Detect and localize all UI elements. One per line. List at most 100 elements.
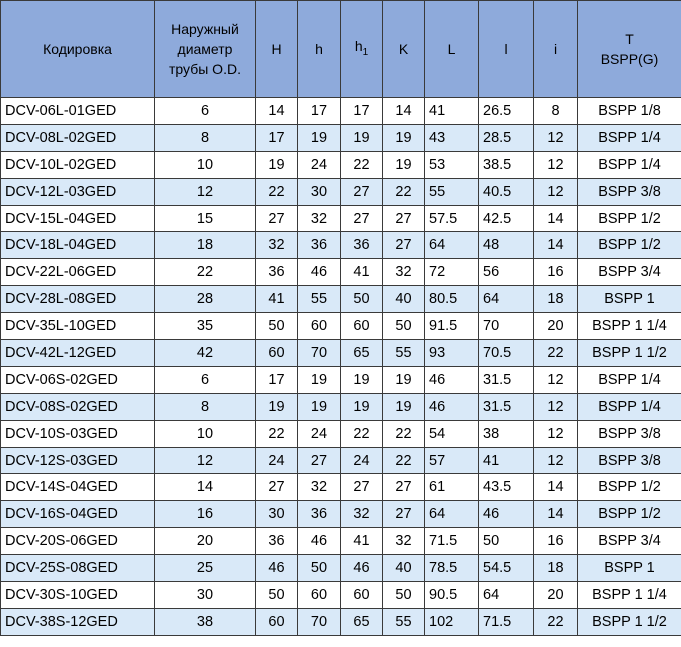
table-row: DCV-12S-03GED 12 24 27 24 22 57 41 12 BSPP 3/8	[0, 446, 681, 475]
cell-l: 26.5	[478, 97, 534, 125]
header-thread-line1: T	[625, 31, 634, 47]
cell-l: 70	[478, 312, 534, 341]
cell-h: 46	[297, 258, 341, 287]
cell-i: 22	[533, 607, 578, 636]
cell-l: 28.5	[478, 123, 534, 152]
table-row: DCV-18L-04GED 18 32 36 36 27 64 48 14 BSPP 1/2	[0, 231, 681, 260]
cell-K: 19	[382, 123, 425, 152]
cell-outer-diameter: 25	[154, 554, 256, 583]
cell-l: 31.5	[478, 392, 534, 421]
cell-K: 50	[382, 312, 425, 341]
cell-outer-diameter: 6	[154, 97, 256, 125]
cell-i: 20	[533, 312, 578, 341]
cell-code: DCV-22L-06GED	[0, 258, 155, 287]
cell-i: 22	[533, 339, 578, 367]
cell-h: 30	[297, 177, 341, 206]
cell-l: 50	[478, 527, 534, 556]
cell-h: 60	[297, 312, 341, 341]
cell-thread: BSPP 3/8	[577, 177, 681, 206]
cell-h: 50	[297, 554, 341, 583]
table-row: DCV-15L-04GED 15 27 32 27 27 57.5 42.5 14 BSPP 1/…	[0, 204, 681, 233]
cell-H: 14	[255, 97, 298, 125]
cell-K: 55	[382, 339, 425, 367]
cell-L: 64	[424, 231, 479, 260]
cell-code: DCV-12L-03GED	[0, 177, 155, 206]
cell-i: 8	[533, 97, 578, 125]
cell-i: 12	[533, 150, 578, 179]
table-row: DCV-25S-08GED 25 46 50 46 40 78.5 54.5 18 BSPP 1	[0, 554, 681, 583]
cell-K: 50	[382, 581, 425, 609]
cell-l: 40.5	[478, 177, 534, 206]
cell-outer-diameter: 10	[154, 150, 256, 179]
cell-H: 32	[255, 231, 298, 260]
cell-l: 31.5	[478, 365, 534, 394]
cell-thread: BSPP 1	[577, 285, 681, 314]
cell-h: 36	[297, 500, 341, 529]
cell-h1: 65	[340, 607, 383, 636]
cell-code: DCV-10S-03GED	[0, 419, 155, 448]
cell-thread: BSPP 1 1/2	[577, 339, 681, 367]
cell-code: DCV-15L-04GED	[0, 204, 155, 233]
cell-K: 14	[382, 97, 425, 125]
cell-L: 91.5	[424, 312, 479, 341]
cell-H: 17	[255, 365, 298, 394]
cell-H: 24	[255, 446, 298, 475]
cell-H: 41	[255, 285, 298, 314]
cell-thread: BSPP 3/4	[577, 258, 681, 287]
cell-code: DCV-06L-01GED	[0, 97, 155, 125]
cell-code: DCV-25S-08GED	[0, 554, 155, 583]
cell-H: 19	[255, 392, 298, 421]
header-h: h	[297, 0, 341, 98]
cell-outer-diameter: 10	[154, 419, 256, 448]
cell-L: 53	[424, 150, 479, 179]
cell-H: 27	[255, 204, 298, 233]
cell-H: 30	[255, 500, 298, 529]
cell-code: DCV-16S-04GED	[0, 500, 155, 529]
cell-L: 55	[424, 177, 479, 206]
header-thread: T BSPP(G)	[577, 0, 681, 98]
cell-h: 19	[297, 392, 341, 421]
cell-i: 12	[533, 419, 578, 448]
cell-L: 64	[424, 500, 479, 529]
cell-thread: BSPP 1/2	[577, 500, 681, 529]
table-row: DCV-30S-10GED 30 50 60 60 50 90.5 64 20 BSPP 1 1/…	[0, 581, 681, 609]
cell-outer-diameter: 38	[154, 607, 256, 636]
cell-h: 70	[297, 339, 341, 367]
cell-h1: 41	[340, 258, 383, 287]
cell-h1: 27	[340, 473, 383, 502]
table-row: DCV-14S-04GED 14 27 32 27 27 61 43.5 14 BSPP 1/2	[0, 473, 681, 502]
cell-h: 19	[297, 123, 341, 152]
cell-i: 14	[533, 500, 578, 529]
cell-h1: 22	[340, 150, 383, 179]
cell-H: 60	[255, 339, 298, 367]
cell-h: 70	[297, 607, 341, 636]
cell-i: 20	[533, 581, 578, 609]
cell-h1: 17	[340, 97, 383, 125]
cell-code: DCV-10L-02GED	[0, 150, 155, 179]
cell-i: 14	[533, 204, 578, 233]
cell-h1: 22	[340, 419, 383, 448]
cell-h: 55	[297, 285, 341, 314]
cell-outer-diameter: 16	[154, 500, 256, 529]
cell-thread: BSPP 1 1/4	[577, 312, 681, 341]
table-row: DCV-38S-12GED 38 60 70 65 55 102 71.5 22 BSPP 1 1…	[0, 607, 681, 636]
header-row: Кодировка Наружный диаметр трубы O.D. H …	[0, 0, 681, 98]
cell-code: DCV-28L-08GED	[0, 285, 155, 314]
cell-code: DCV-18L-04GED	[0, 231, 155, 260]
cell-h1: 27	[340, 177, 383, 206]
cell-K: 55	[382, 607, 425, 636]
cell-L: 80.5	[424, 285, 479, 314]
cell-h1: 50	[340, 285, 383, 314]
table-row: DCV-20S-06GED 20 36 46 41 32 71.5 50 16 BSPP 3/4	[0, 527, 681, 556]
table-row: DCV-12L-03GED 12 22 30 27 22 55 40.5 12 BSPP 3/8	[0, 177, 681, 206]
cell-l: 42.5	[478, 204, 534, 233]
cell-K: 32	[382, 258, 425, 287]
cell-H: 36	[255, 258, 298, 287]
header-h1-subscript: 1	[362, 46, 369, 58]
cell-code: DCV-42L-12GED	[0, 339, 155, 367]
cell-h1: 19	[340, 123, 383, 152]
cell-K: 32	[382, 527, 425, 556]
cell-code: DCV-08S-02GED	[0, 392, 155, 421]
cell-H: 36	[255, 527, 298, 556]
cell-h1: 19	[340, 365, 383, 394]
